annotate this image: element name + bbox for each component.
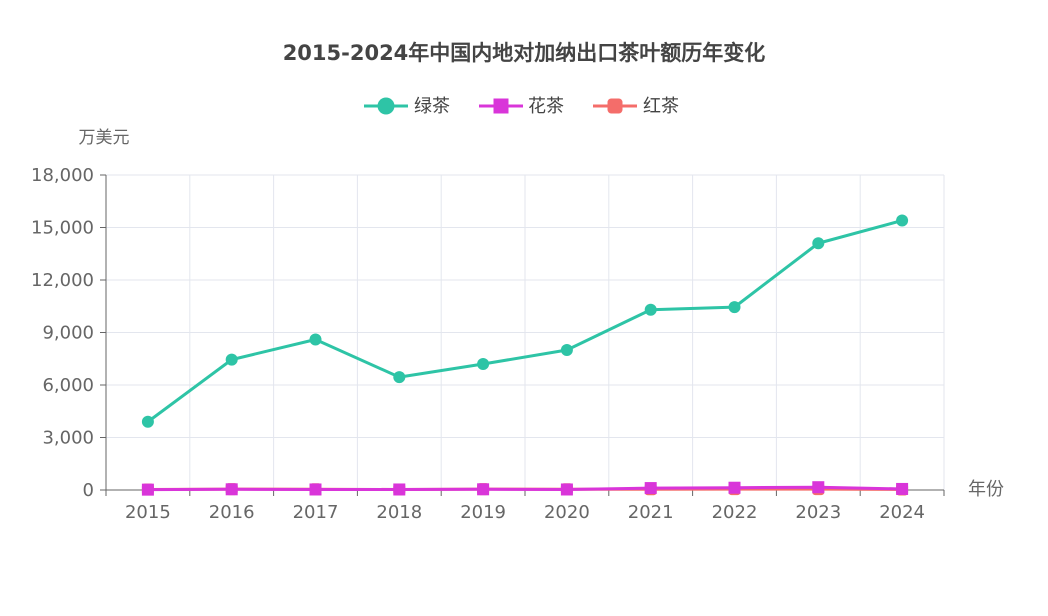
chart-title: 2015-2024年中国内地对加纳出口茶叶额历年变化 xyxy=(283,41,766,65)
y-tick-label: 6,000 xyxy=(42,375,94,396)
grid xyxy=(106,175,944,490)
data-point[interactable] xyxy=(812,481,824,493)
y-tick-label: 9,000 xyxy=(42,323,94,344)
y-tick-label: 0 xyxy=(83,480,94,501)
legend-label: 红茶 xyxy=(643,96,679,117)
y-tick-label: 15,000 xyxy=(31,218,94,239)
axes: 0 3,000 6,000 9,000 12,000 15,000 18,000 2015 20… xyxy=(31,165,944,523)
data-point[interactable] xyxy=(645,304,657,316)
legend-item-绿茶[interactable]: 绿茶 xyxy=(364,96,450,117)
x-axis-label: 年份 xyxy=(968,479,1004,500)
x-tick-label: 2022 xyxy=(712,502,758,523)
x-tick-label: 2018 xyxy=(376,502,422,523)
legend-label: 绿茶 xyxy=(414,96,450,117)
y-axis-label: 万美元 xyxy=(79,128,130,148)
data-point[interactable] xyxy=(896,483,908,495)
x-tick-label: 2015 xyxy=(125,502,171,523)
y-tick-label: 18,000 xyxy=(31,165,94,186)
data-point[interactable] xyxy=(142,416,154,428)
x-tick-label: 2023 xyxy=(795,502,841,523)
data-point[interactable] xyxy=(310,483,322,495)
legend-item-红茶[interactable]: 红茶 xyxy=(593,96,679,117)
y-tick-label: 12,000 xyxy=(31,270,94,291)
data-point[interactable] xyxy=(477,358,489,370)
legend-marker[interactable] xyxy=(608,99,623,114)
data-point[interactable] xyxy=(561,483,573,495)
x-tick-label: 2016 xyxy=(209,502,255,523)
x-tick-label: 2024 xyxy=(879,502,925,523)
data-point[interactable] xyxy=(226,354,238,366)
data-point[interactable] xyxy=(393,483,405,495)
x-tick-label: 2017 xyxy=(293,502,339,523)
data-point[interactable] xyxy=(226,483,238,495)
x-tick-label: 2021 xyxy=(628,502,674,523)
data-point[interactable] xyxy=(896,215,908,227)
data-point[interactable] xyxy=(645,482,657,494)
data-point[interactable] xyxy=(561,344,573,356)
x-tick-label: 2020 xyxy=(544,502,590,523)
x-tick-label: 2019 xyxy=(460,502,506,523)
legend[interactable]: 绿茶 花茶 红茶 xyxy=(364,96,679,117)
data-point[interactable] xyxy=(729,301,741,313)
data-point[interactable] xyxy=(310,334,322,346)
legend-label: 花茶 xyxy=(528,96,564,117)
legend-item-花茶[interactable]: 花茶 xyxy=(479,96,564,117)
data-point[interactable] xyxy=(142,484,154,496)
legend-marker[interactable] xyxy=(378,98,395,115)
data-point[interactable] xyxy=(393,371,405,383)
data-point[interactable] xyxy=(729,482,741,494)
legend-marker[interactable] xyxy=(494,99,509,114)
y-tick-label: 3,000 xyxy=(42,428,94,449)
data-point[interactable] xyxy=(477,483,489,495)
data-point[interactable] xyxy=(812,237,824,249)
